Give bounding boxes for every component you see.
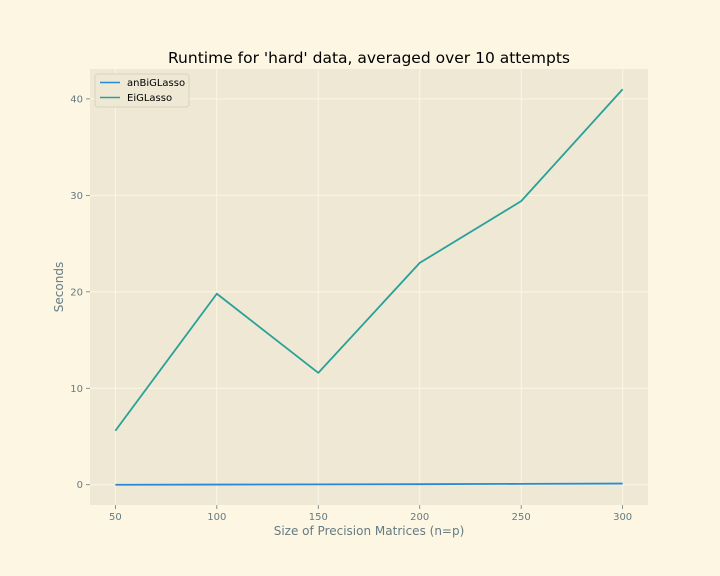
legend: anBiGLasso EiGLasso — [94, 73, 190, 108]
y-tick-label: 30 — [70, 191, 83, 202]
x-tick-label: 300 — [613, 512, 632, 523]
x-axis-label: Size of Precision Matrices (n=p) — [274, 524, 465, 538]
x-tick-label: 50 — [109, 512, 122, 523]
y-tick-label: 0 — [77, 480, 83, 491]
series-lines — [114, 88, 624, 486]
x-tick-label: 150 — [309, 512, 328, 523]
x-tick-label: 250 — [512, 512, 531, 523]
x-tick-label: 100 — [207, 512, 226, 523]
y-tick-label: 10 — [70, 384, 83, 395]
series-line-eiglasso — [114, 88, 624, 432]
chart-title: Runtime for 'hard' data, averaged over 1… — [168, 49, 570, 67]
legend-label-anbiglasso: anBiGLasso — [127, 78, 185, 89]
plot-background — [90, 69, 648, 505]
y-axis-label: Seconds — [52, 262, 66, 312]
y-tick-label: 20 — [70, 287, 83, 298]
tick-labels: 50 100 150 200 250 300 0 10 20 30 40 — [70, 94, 632, 523]
legend-label-eiglasso: EiGLasso — [127, 93, 172, 104]
y-tick-label: 40 — [70, 94, 83, 105]
x-tick-label: 200 — [410, 512, 429, 523]
series-line-anbiglasso — [115, 482, 623, 486]
